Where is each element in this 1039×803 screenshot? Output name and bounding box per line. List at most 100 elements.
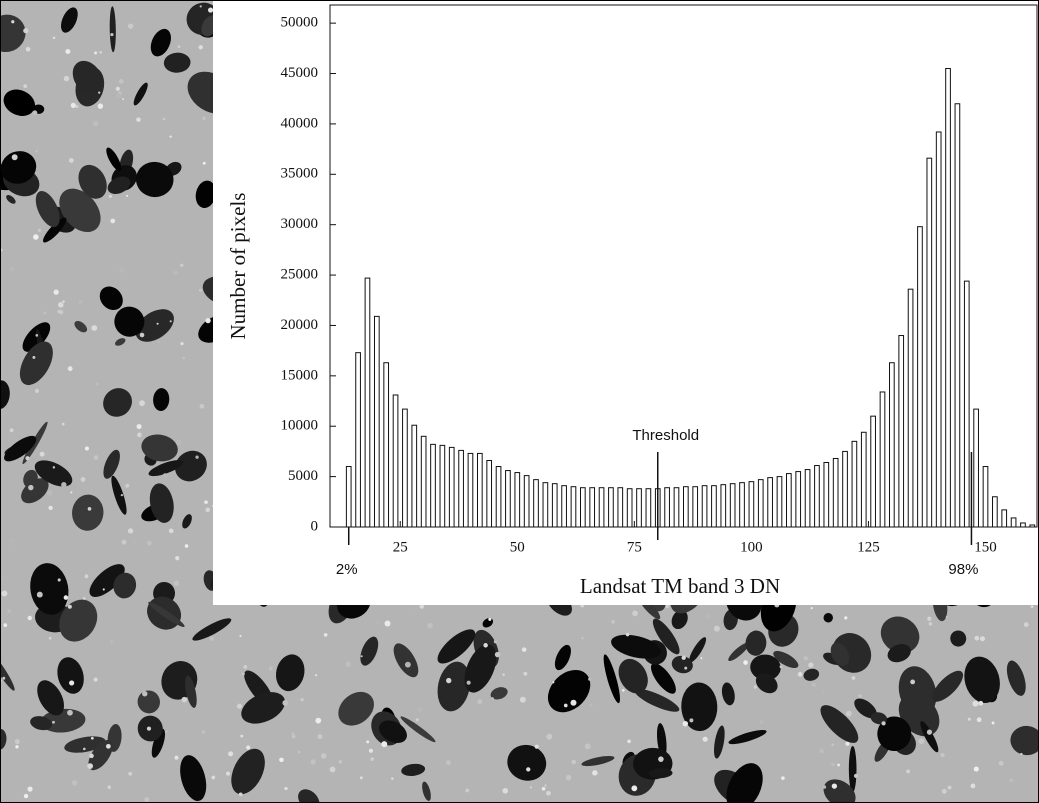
bar [898, 335, 905, 528]
terrain-speck [246, 745, 251, 750]
terrain-speck [107, 785, 111, 789]
terrain-speck [204, 500, 208, 504]
bar [842, 450, 848, 528]
terrain-patch [1010, 725, 1039, 756]
bar [673, 487, 680, 528]
terrain-patch [192, 618, 232, 641]
terrain-patch [378, 720, 407, 743]
terrain-patch [153, 388, 170, 412]
terrain-patch [755, 673, 778, 694]
bar [1010, 517, 1017, 528]
terrain-patch [59, 188, 101, 233]
bar [542, 482, 549, 528]
terrain-speck [282, 700, 289, 706]
terrain-speck [943, 793, 949, 799]
bar [917, 226, 923, 528]
bar [467, 452, 474, 528]
bar [617, 487, 624, 528]
terrain-speck [368, 748, 374, 753]
terrain-patch [180, 755, 207, 801]
bar [823, 462, 830, 528]
bar [364, 277, 371, 528]
terrain-patch [728, 642, 750, 662]
terrain-patch [581, 755, 615, 767]
terrain-patch [728, 729, 767, 745]
bar [776, 476, 783, 528]
terrain-speck [906, 769, 911, 774]
terrain-patch [0, 14, 26, 53]
bar [1020, 522, 1026, 528]
y-tick-label: 40000 [281, 115, 319, 131]
terrain-speck [998, 760, 1004, 766]
terrain-speck [78, 299, 83, 304]
terrain-speck [565, 774, 572, 781]
terrain-speck [491, 697, 494, 700]
terrain-speck [11, 20, 15, 24]
y-axis-title: Number of pixels [226, 193, 250, 340]
terrain-patch [185, 675, 197, 708]
terrain-patch [721, 682, 735, 706]
terrain-speck [241, 672, 245, 676]
terrain-speck [139, 332, 145, 338]
terrain-speck [1009, 778, 1014, 783]
terrain-speck [570, 699, 577, 706]
bar [748, 481, 755, 528]
terrain-patch [650, 663, 676, 694]
terrain-patch [400, 716, 436, 743]
bar [757, 479, 764, 528]
terrain-patch [877, 716, 912, 752]
terrain-speck [300, 698, 304, 702]
terrain-speck [108, 194, 113, 198]
terrain-speck [202, 161, 206, 165]
terrain-speck [184, 544, 189, 548]
terrain-speck [115, 86, 120, 91]
terrain-speck [700, 657, 703, 660]
terrain-speck [589, 703, 593, 707]
terrain-patch [803, 668, 820, 681]
terrain-speck [168, 528, 174, 534]
terrain-speck [466, 680, 471, 685]
bar [963, 280, 970, 528]
x-axis-title: Landsat TM band 3 DN [580, 574, 780, 598]
terrain-patch [275, 654, 305, 692]
terrain-speck [546, 790, 551, 796]
terrain-speck [57, 578, 61, 582]
terrain-speck [87, 507, 92, 511]
terrain-speck [127, 23, 134, 29]
terrain-speck [494, 651, 501, 658]
terrain-speck [853, 773, 859, 779]
y-tick-label: 0 [311, 518, 319, 534]
terrain-patch [163, 52, 191, 73]
terrain-speck [199, 403, 205, 409]
terrain-speck [563, 703, 568, 708]
terrain-speck [315, 717, 322, 724]
terrain-patch [648, 768, 673, 779]
terrain-speck [89, 753, 94, 759]
terrain-speck [25, 456, 30, 461]
terrain-speck [665, 604, 669, 609]
terrain-patch [21, 478, 49, 504]
terrain-patch [401, 763, 426, 777]
bar [701, 485, 708, 528]
terrain-speck [136, 424, 142, 430]
terrain-speck [523, 671, 528, 676]
terrain-speck [173, 580, 180, 586]
terrain-patch [141, 434, 178, 462]
bar [383, 362, 390, 528]
bar [392, 394, 399, 528]
y-tick-label: 45000 [281, 65, 319, 81]
terrain-patch [113, 572, 137, 599]
terrain-speck [810, 607, 813, 610]
bar [935, 131, 942, 528]
terrain-patch [823, 612, 833, 623]
terrain-patch [99, 286, 123, 311]
terrain-patch [106, 147, 122, 172]
terrain-speck [0, 574, 5, 580]
terrain-speck [370, 757, 375, 761]
terrain-speck [427, 622, 433, 629]
terrain-patch [74, 320, 88, 333]
terrain-speck [483, 643, 488, 648]
terrain-speck [90, 736, 94, 740]
terrain-patch [34, 460, 73, 487]
percentile-label: 2% [336, 561, 358, 578]
